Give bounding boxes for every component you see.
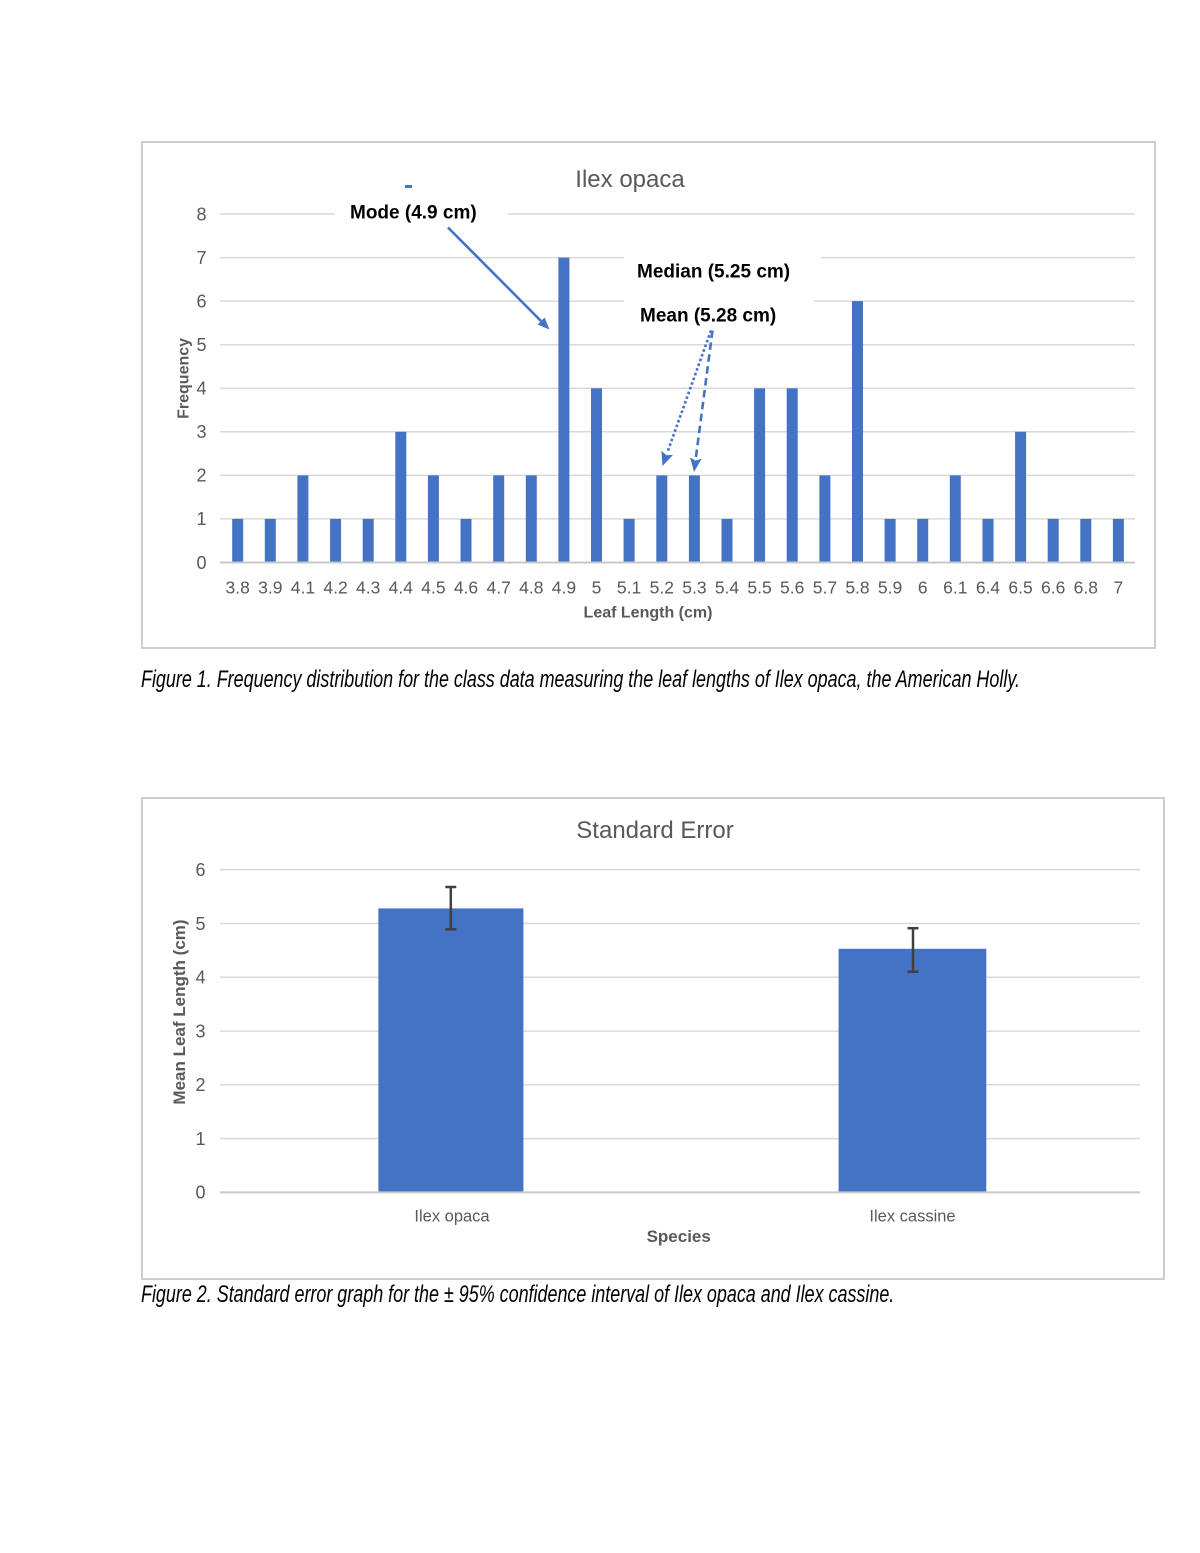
svg-text:2: 2 [196,466,206,486]
svg-text:0: 0 [195,1183,205,1203]
svg-text:4.9: 4.9 [552,578,576,598]
svg-text:Species: Species [647,1227,711,1246]
svg-text:5.8: 5.8 [845,578,869,598]
svg-text:5.9: 5.9 [878,578,902,598]
svg-text:4: 4 [195,968,205,988]
svg-text:6.6: 6.6 [1041,578,1065,598]
svg-text:1: 1 [196,509,206,529]
svg-text:6.5: 6.5 [1008,578,1032,598]
svg-text:0: 0 [196,553,206,573]
svg-text:7: 7 [1114,578,1124,598]
svg-text:4.6: 4.6 [454,578,478,598]
svg-text:5.5: 5.5 [747,578,771,598]
svg-text:Mode (4.9 cm): Mode (4.9 cm) [350,203,477,224]
svg-text:5: 5 [195,914,205,934]
svg-text:3.8: 3.8 [226,578,250,598]
svg-text:4: 4 [196,379,206,399]
svg-text:Standard Error: Standard Error [576,817,733,844]
svg-text:5.6: 5.6 [780,578,804,598]
svg-text:6: 6 [195,860,205,880]
svg-text:Median (5.25 cm): Median (5.25 cm) [637,262,790,283]
svg-text:3: 3 [196,422,206,442]
svg-text:Frequency: Frequency [176,338,193,419]
svg-text:Ilex cassine: Ilex cassine [869,1208,955,1226]
svg-text:2: 2 [195,1075,205,1095]
svg-text:5: 5 [196,335,206,355]
svg-text:5.4: 5.4 [715,578,740,598]
svg-text:6.1: 6.1 [943,578,967,598]
svg-text:5.3: 5.3 [682,578,706,598]
svg-text:4.4: 4.4 [389,578,414,598]
svg-text:4.5: 4.5 [421,578,445,598]
svg-text:Mean Leaf Length (cm): Mean Leaf Length (cm) [170,919,189,1104]
svg-text:Leaf Length (cm): Leaf Length (cm) [584,605,713,622]
svg-text:3.9: 3.9 [258,578,282,598]
svg-text:6: 6 [918,578,928,598]
svg-text:6: 6 [196,291,206,311]
svg-text:1: 1 [195,1129,205,1149]
svg-text:5.1: 5.1 [617,578,641,598]
svg-text:5.7: 5.7 [813,578,837,598]
svg-text:4.7: 4.7 [487,578,511,598]
svg-text:4.8: 4.8 [519,578,543,598]
svg-text:5: 5 [592,578,602,598]
svg-text:Mean (5.28 cm): Mean (5.28 cm) [640,306,776,327]
svg-text:6.4: 6.4 [976,578,1001,598]
svg-text:Ilex opaca: Ilex opaca [414,1208,490,1226]
svg-text:6.8: 6.8 [1074,578,1098,598]
svg-text:4.3: 4.3 [356,578,380,598]
svg-text:Ilex opaca: Ilex opaca [575,166,685,193]
svg-text:3: 3 [195,1021,205,1041]
svg-text:4.2: 4.2 [323,578,347,598]
svg-text:5.2: 5.2 [650,578,674,598]
svg-text:7: 7 [196,248,206,268]
svg-text:4.1: 4.1 [291,578,315,598]
svg-text:8: 8 [196,204,206,224]
